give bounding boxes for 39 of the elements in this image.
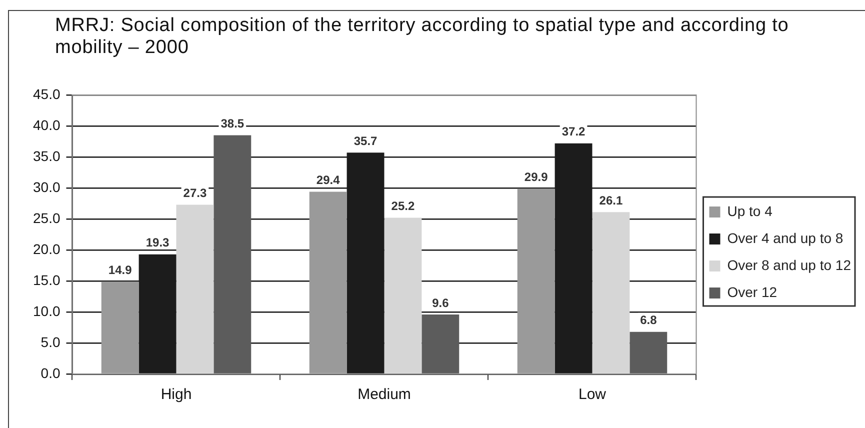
data-label: 14.9 [108,262,132,277]
bar [630,332,668,374]
bar [592,212,630,374]
legend-label: Up to 4 [727,202,773,219]
y-tick-label: 25.0 [33,210,60,226]
bar [384,218,422,374]
data-label: 6.8 [640,313,658,328]
bar [101,282,139,374]
data-label: 26.1 [599,193,623,208]
data-label: 35.7 [354,134,378,148]
bar [517,188,555,374]
bar [214,135,252,374]
y-tick-label: 30.0 [33,178,60,195]
data-label: 9.6 [432,296,450,310]
y-tick-label: 10.0 [33,302,60,319]
bar [422,314,460,374]
legend-label: Over 8 and up to 12 [727,256,852,273]
y-tick-label: 40.0 [33,116,60,133]
data-label: 38.5 [220,116,244,131]
y-tick-label: 45.0 [33,86,60,102]
data-label: 29.9 [524,170,548,184]
bar [309,192,347,374]
y-tick-label: 15.0 [33,272,60,288]
data-label: 27.3 [183,186,207,200]
y-tick-label: 20.0 [33,240,60,257]
data-label: 19.3 [146,236,170,250]
x-tick-label: Low [578,386,606,404]
legend-label: Over 4 and up to 8 [727,230,844,246]
x-tick-label: High [160,386,192,404]
y-tick-label: 35.0 [33,148,60,164]
bar [176,204,214,374]
data-label: 37.2 [562,124,586,139]
chart-title: MRRJ: Social composition of the territory according to spatial type and according to mobility – 2000 [55,15,790,59]
data-label: 25.2 [391,199,415,214]
x-tick-label: Medium [358,386,411,404]
y-tick-label: 5.0 [40,334,60,350]
data-label: 29.4 [316,173,340,188]
legend-label: Over 12 [727,284,778,300]
y-tick-label: 0.0 [40,364,60,381]
